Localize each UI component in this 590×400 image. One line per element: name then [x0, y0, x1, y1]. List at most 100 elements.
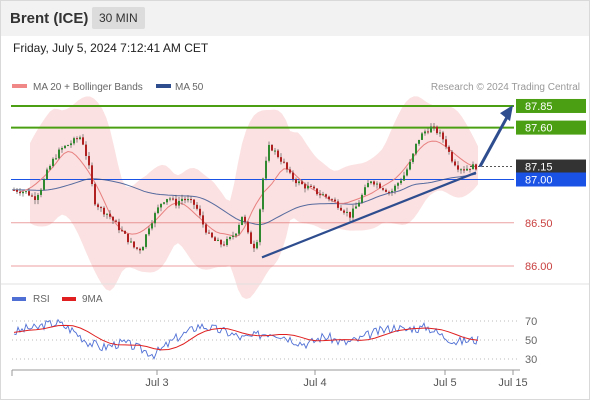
candle — [187, 199, 189, 201]
candle — [205, 224, 207, 233]
time-label: Jul 15 — [498, 377, 527, 389]
candle — [223, 244, 225, 246]
candle — [370, 181, 372, 184]
candle — [331, 199, 333, 201]
candle — [115, 220, 117, 222]
candle — [40, 189, 42, 195]
legend-9ma: 9MA — [82, 294, 103, 305]
candle — [454, 161, 456, 166]
candle — [310, 185, 312, 187]
candle — [76, 138, 78, 140]
rsi-line — [13, 318, 479, 360]
candle — [388, 191, 390, 193]
instrument-title: Brent (ICE) — [10, 10, 89, 27]
candle — [94, 184, 96, 205]
level-tag-87-00 — [516, 172, 586, 187]
timeframe-badge[interactable]: 30 MIN — [92, 7, 145, 29]
candle — [385, 189, 387, 192]
candle — [373, 181, 375, 185]
candle — [475, 164, 477, 170]
candle — [457, 165, 459, 170]
candle — [418, 139, 420, 144]
candle — [295, 179, 297, 184]
candle — [64, 145, 66, 149]
candle — [136, 247, 138, 249]
candle — [286, 162, 288, 170]
candle — [439, 132, 441, 134]
candle — [118, 221, 120, 231]
candle — [172, 198, 174, 200]
candle — [70, 143, 72, 146]
level-label-87-85: 87.85 — [525, 101, 553, 113]
candle — [343, 210, 345, 213]
candle — [13, 189, 15, 191]
candle — [154, 213, 156, 224]
candle — [274, 150, 276, 152]
candle — [229, 237, 231, 239]
candle — [325, 194, 327, 197]
candle — [103, 207, 105, 215]
candle — [58, 149, 60, 159]
candle — [202, 215, 204, 225]
candle — [421, 133, 423, 140]
candle — [250, 232, 252, 244]
level-label-86-00: 86.00 — [525, 261, 553, 273]
forecast-arrow-shaft — [478, 116, 509, 168]
candle — [73, 138, 75, 144]
candle — [259, 209, 261, 243]
candle — [148, 228, 150, 235]
level-tag-87-85 — [516, 98, 586, 113]
candle — [436, 126, 438, 134]
candle — [445, 139, 447, 147]
candle — [424, 131, 426, 134]
time-label: Jul 3 — [145, 377, 168, 389]
candle — [49, 165, 51, 170]
candle — [448, 146, 450, 152]
candle — [460, 169, 462, 171]
candle — [391, 190, 393, 192]
candle — [403, 175, 405, 181]
level-label-87-00: 87.00 — [525, 175, 553, 187]
candle — [256, 242, 258, 249]
candle — [133, 241, 135, 248]
candle — [181, 198, 183, 201]
rsi-level-label-30: 30 — [525, 354, 537, 366]
candle — [298, 181, 300, 184]
candle — [190, 199, 192, 201]
forecast-arrow-head — [500, 105, 513, 122]
candle — [196, 204, 198, 209]
candle — [307, 185, 309, 189]
rsi-ma-line — [13, 324, 479, 351]
legend-ma20: MA 20 + Bollinger Bands — [33, 82, 143, 93]
candle — [199, 208, 201, 216]
candle — [316, 188, 318, 195]
candle — [382, 188, 384, 190]
level-label-87-15: 87.15 — [525, 162, 553, 174]
candle — [397, 183, 399, 186]
candle — [79, 137, 81, 140]
candle — [247, 221, 249, 233]
candle — [100, 207, 102, 209]
candle — [145, 234, 147, 247]
candle — [427, 131, 429, 133]
rsi-level-label-50: 50 — [525, 335, 537, 347]
candle — [463, 169, 465, 171]
support-trendline — [261, 171, 477, 259]
candle — [169, 198, 171, 200]
candle — [352, 208, 354, 218]
candle — [211, 232, 213, 238]
candle — [61, 148, 63, 150]
level-tag-87-15 — [516, 159, 586, 174]
candle — [16, 189, 18, 192]
candle — [91, 165, 93, 185]
candle — [409, 161, 411, 170]
candle — [265, 160, 267, 179]
candle — [442, 132, 444, 140]
candle — [319, 194, 321, 196]
candle — [355, 206, 357, 209]
candle — [322, 194, 324, 196]
legend-rsi: RSI — [33, 294, 50, 305]
candle — [346, 211, 348, 213]
candle — [157, 207, 159, 214]
candle — [142, 246, 144, 251]
